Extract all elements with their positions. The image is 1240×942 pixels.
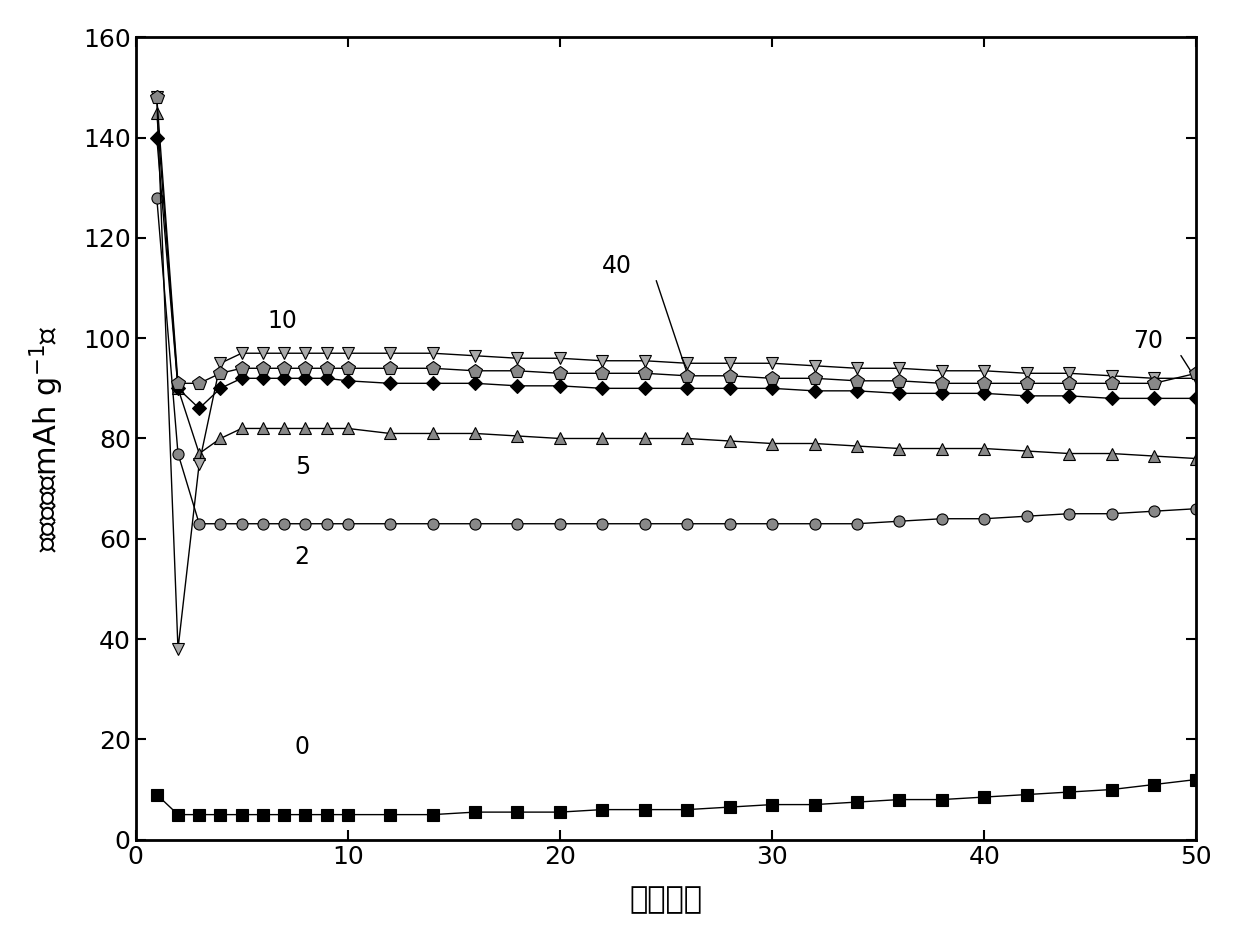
Text: 40: 40 xyxy=(603,254,632,278)
Text: 2: 2 xyxy=(295,544,310,569)
Y-axis label: 放电容量（mAh g$^{-1}$）: 放电容量（mAh g$^{-1}$） xyxy=(27,325,66,552)
X-axis label: 循环次数: 循环次数 xyxy=(630,885,703,915)
Text: 10: 10 xyxy=(267,309,296,333)
Text: 5: 5 xyxy=(295,455,310,479)
Text: 70: 70 xyxy=(1133,330,1163,353)
Text: 0: 0 xyxy=(295,736,310,759)
